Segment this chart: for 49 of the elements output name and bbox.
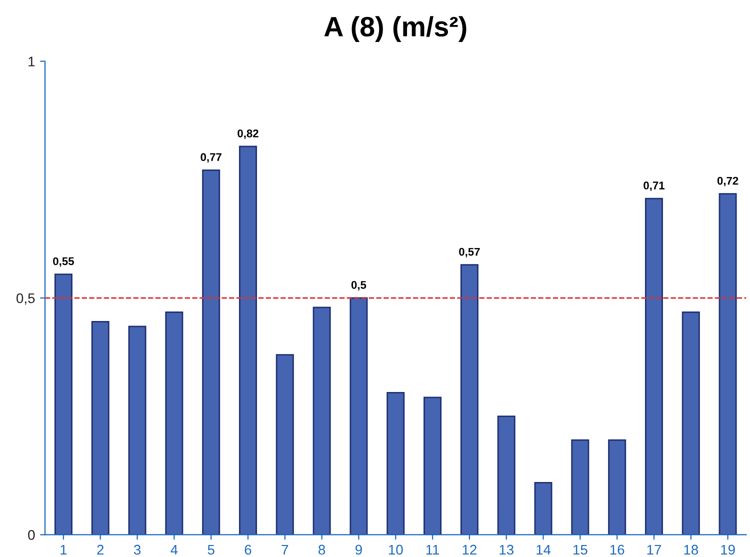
- bar: [350, 297, 368, 535]
- x-tick-label: 1: [60, 544, 67, 555]
- x-tick-label: 4: [170, 544, 178, 555]
- y-tick-label: 0: [28, 530, 35, 540]
- bar: [276, 354, 294, 535]
- y-tick-label: 0,5: [16, 293, 35, 305]
- bar: [238, 146, 257, 535]
- x-tick-label: 10: [388, 544, 403, 555]
- bar: [460, 264, 478, 535]
- x-tick-label: 9: [356, 544, 362, 555]
- data-label: 0,5: [351, 280, 366, 290]
- bar: [424, 396, 442, 535]
- x-tick-label: 3: [134, 544, 141, 555]
- data-label: 0,55: [53, 257, 74, 267]
- chart-title: A (8) (m/s²): [324, 16, 466, 42]
- bar: [165, 312, 184, 535]
- bar: [497, 416, 516, 535]
- bar: [54, 274, 72, 535]
- data-label: 0,72: [717, 176, 738, 186]
- bar: [608, 439, 626, 535]
- bar: [571, 439, 590, 535]
- y-tick-label: 1: [28, 56, 35, 66]
- x-tick-label: 14: [536, 544, 551, 555]
- data-label: 0,82: [238, 129, 258, 139]
- x-tick-label: 19: [721, 544, 735, 555]
- data-label: 0,71: [644, 182, 664, 192]
- x-tick-label: 7: [282, 544, 288, 555]
- x-tick-label: 18: [684, 544, 698, 555]
- x-tick-label: 6: [244, 544, 252, 555]
- x-tick-label: 2: [97, 544, 104, 555]
- bar: [682, 312, 700, 535]
- x-tick-label: 12: [462, 544, 476, 555]
- data-label: 0,57: [459, 248, 480, 258]
- x-tick-label: 5: [208, 544, 214, 555]
- bar: [534, 482, 552, 535]
- data-label: 0,77: [200, 153, 222, 163]
- x-tick-label: 15: [574, 544, 588, 555]
- bar: [128, 326, 146, 535]
- bar: [386, 392, 405, 535]
- x-tick-label: 8: [318, 544, 326, 555]
- x-tick-label: 13: [500, 544, 514, 555]
- x-tick-label: 11: [426, 544, 440, 555]
- bar: [91, 320, 110, 535]
- bar: [718, 193, 737, 535]
- bar: [644, 198, 663, 535]
- bar: [202, 169, 220, 535]
- bar: [312, 306, 331, 535]
- x-tick-label: 17: [647, 544, 662, 555]
- x-tick-label: 16: [610, 544, 624, 555]
